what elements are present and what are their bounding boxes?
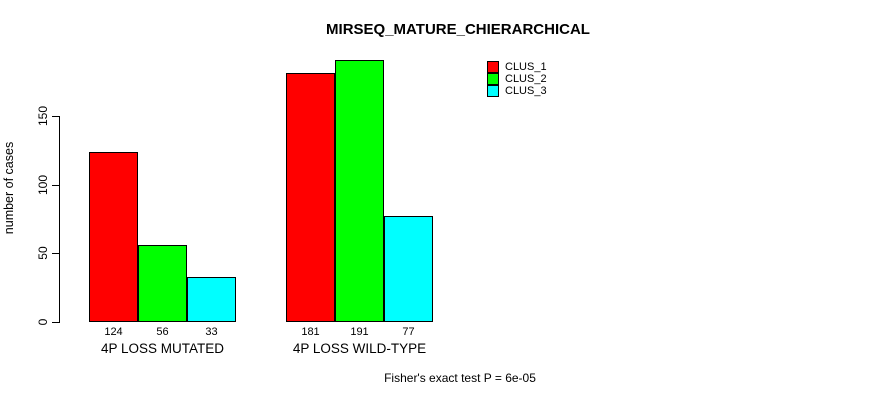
y-tick-mark [52,185,59,186]
bar-clus_1-group1 [89,151,138,322]
bar-value-label: 77 [402,326,415,338]
legend-item-label: CLUS_1 [505,61,547,73]
bar-clus_1-group2 [286,73,335,322]
bar-value-label: 33 [205,326,218,338]
category-label: 4P LOSS MUTATED [100,341,225,356]
legend-item: CLUS_3 [487,85,547,97]
y-tick-label: 50 [36,246,50,260]
legend-item-label: CLUS_3 [505,85,547,97]
bar-clus_3-group2 [384,216,433,322]
y-tick-mark [52,322,59,323]
legend-swatch [487,61,499,73]
bar-clus_3-group1 [187,276,236,322]
bar-value-label: 181 [301,326,320,338]
y-axis-title: number of cases [2,141,16,235]
chart-title: MIRSEQ_MATURE_CHIERARCHICAL [326,21,590,38]
bar-value-label: 191 [350,326,369,338]
legend: CLUS_1 CLUS_2 CLUS_3 [487,61,547,97]
legend-swatch [487,73,499,85]
legend-item-label: CLUS_2 [505,73,547,85]
bar-value-label: 56 [156,326,169,338]
y-axis-line [59,116,60,323]
y-tick-mark [52,116,59,117]
y-tick-label: 0 [36,318,50,326]
y-tick-label: 150 [36,105,50,127]
legend-item: CLUS_1 [487,61,547,73]
legend-swatch [487,85,499,97]
y-tick-mark [52,253,59,254]
category-label: 4P LOSS WILD-TYPE [292,341,427,356]
bar-value-label: 124 [104,326,123,338]
y-tick-label: 100 [36,174,50,196]
legend-item: CLUS_2 [487,73,547,85]
bar-clus_2-group1 [138,245,187,322]
bar-clus_2-group2 [335,59,384,322]
annotation-text: Fisher's exact test P = 6e-05 [384,371,536,385]
